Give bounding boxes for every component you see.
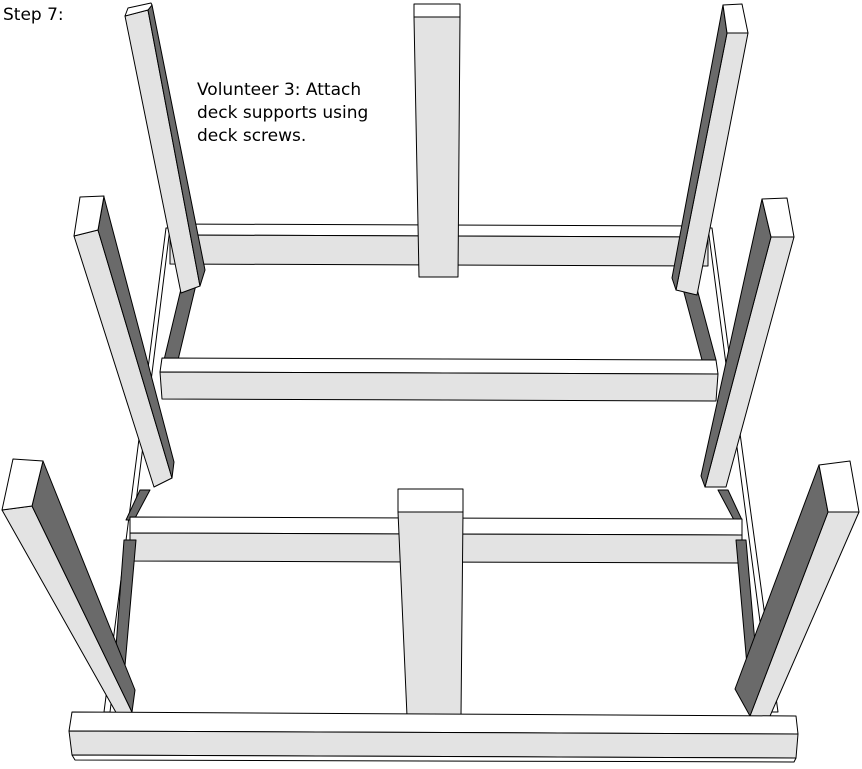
middle-left-side-member: [125, 489, 151, 521]
middle-back-rail: [159, 357, 719, 402]
back-right-leg: [671, 3, 749, 296]
instruction-line: Volunteer 3: Attach: [197, 80, 362, 100]
front-right-leg: [734, 460, 860, 717]
instruction-line: deck supports using: [197, 103, 369, 123]
front-left-leg: [1, 458, 136, 717]
front-rail: [68, 711, 799, 763]
instruction-text: Volunteer 3: Attach deck supports using …: [197, 79, 368, 148]
step-label: Step 7:: [3, 5, 64, 25]
instruction-line: deck screws.: [197, 126, 307, 146]
deck-support-front: [397, 488, 464, 717]
middle-right-side-member: [717, 489, 743, 521]
right-side-rail-top: [707, 227, 779, 713]
deck-support-back: [413, 3, 461, 278]
middle-right-leg: [700, 197, 795, 488]
back-left-leg: [124, 2, 206, 294]
middle-left-leg: [73, 195, 175, 488]
